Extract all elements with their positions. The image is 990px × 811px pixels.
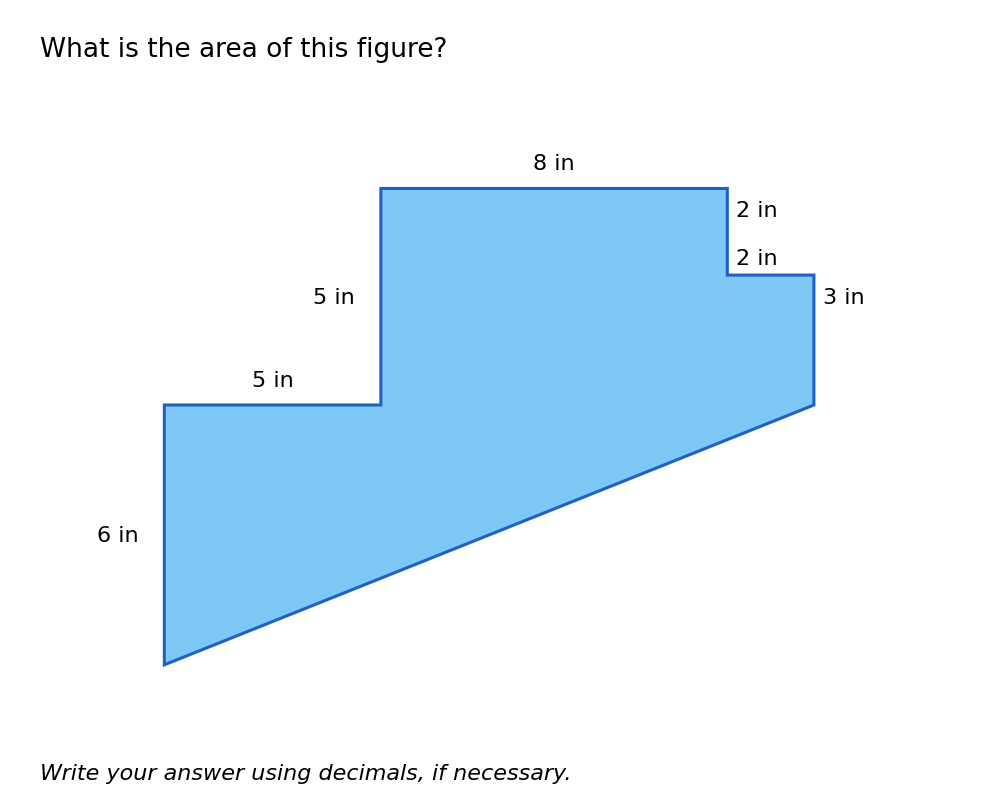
Text: 3 in: 3 in [823, 287, 864, 307]
Text: 2 in: 2 in [736, 248, 777, 268]
Text: Write your answer using decimals, if necessary.: Write your answer using decimals, if nec… [40, 762, 571, 783]
Text: 5 in: 5 in [313, 287, 354, 307]
Text: 6 in: 6 in [97, 526, 139, 545]
Text: 5 in: 5 in [251, 371, 293, 390]
Text: What is the area of this figure?: What is the area of this figure? [40, 36, 447, 62]
Text: 8 in: 8 in [534, 154, 575, 174]
Text: 2 in: 2 in [736, 201, 777, 221]
Polygon shape [164, 189, 814, 665]
